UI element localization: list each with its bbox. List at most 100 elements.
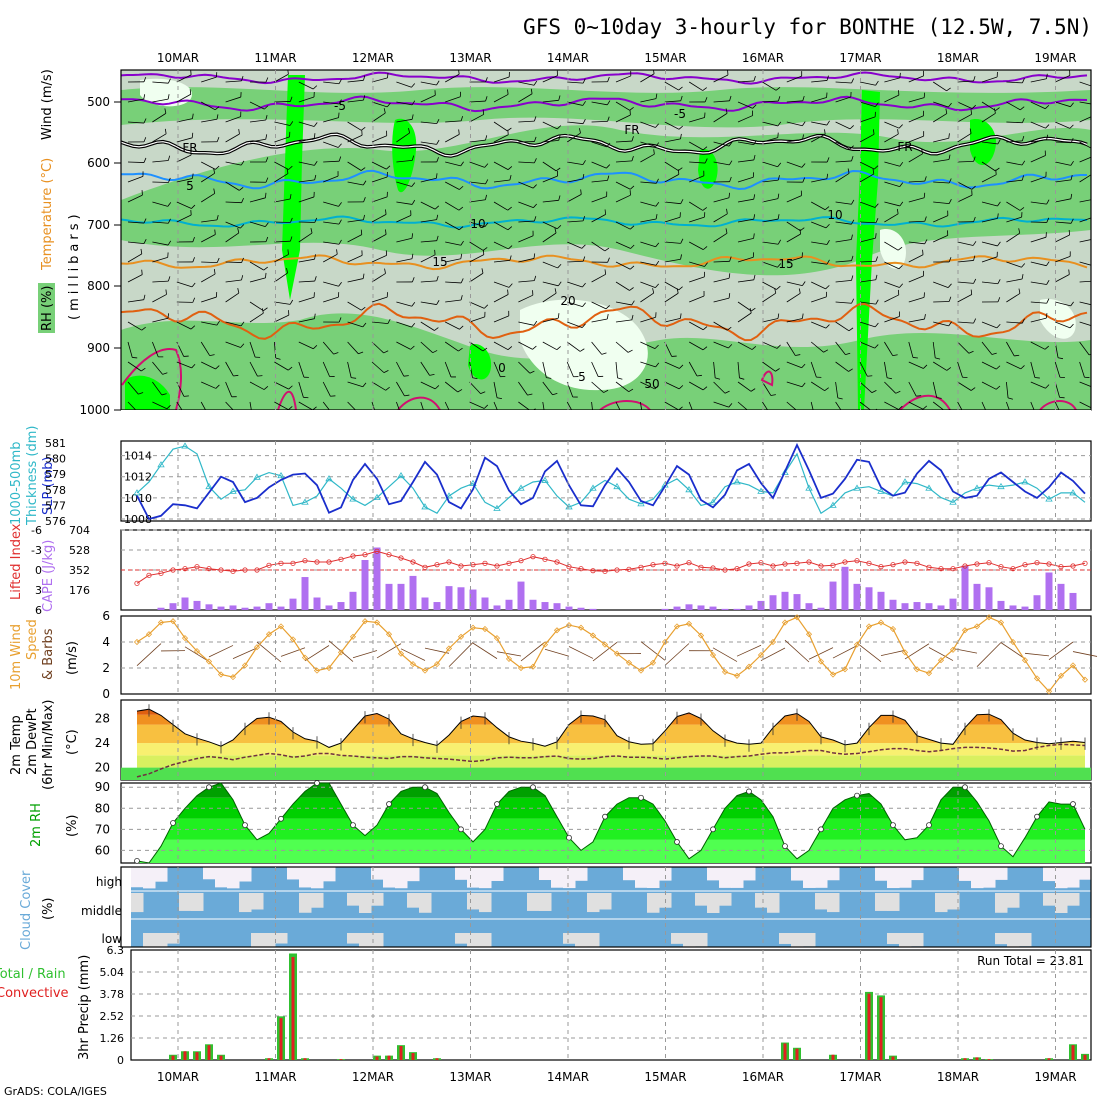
rh-region-high <box>125 375 170 410</box>
wind-barb <box>933 137 949 143</box>
wind-speed-point <box>145 631 153 638</box>
wind-barb-flag <box>532 408 536 410</box>
cape-bar <box>277 606 285 610</box>
wind-tick-label: 6 <box>102 609 110 623</box>
top-date-label: 13MAR <box>449 51 491 65</box>
wind10m-barb <box>880 649 906 657</box>
wind-barb <box>371 196 388 203</box>
wind-barb <box>1055 179 1072 183</box>
wind-speed-point <box>373 619 381 626</box>
wind-barb <box>932 341 936 358</box>
cape-bar <box>205 604 213 610</box>
wind-barb <box>298 280 315 283</box>
wind-barb-flag <box>241 275 244 281</box>
wind-barb <box>689 161 706 164</box>
wind-barb <box>688 361 698 377</box>
wind-barb <box>274 341 277 358</box>
wind-barb-flag <box>996 365 1001 370</box>
wind-barb-flag <box>802 95 805 101</box>
wind-barb <box>713 401 729 408</box>
wind-barb <box>884 241 899 251</box>
wind-barb <box>420 240 437 243</box>
wind-barb <box>249 101 265 110</box>
wind-barb <box>640 261 657 266</box>
wind-barb <box>957 241 974 246</box>
rh-point <box>818 826 824 833</box>
wind-barb-flag <box>459 325 464 330</box>
wind-barb <box>811 321 827 329</box>
wind-barb-flag <box>802 177 806 183</box>
wind-barb-flag <box>973 76 976 82</box>
wind-barb <box>469 100 486 103</box>
wind10m-barb <box>544 648 570 657</box>
cloud-mid-gap <box>251 893 264 910</box>
wind-barb <box>615 160 632 163</box>
wind-barb <box>1079 156 1091 163</box>
lifted-index-point <box>218 567 224 573</box>
wind-barb-flag <box>897 246 903 251</box>
wind-barb-flag <box>556 125 562 130</box>
cloud-mid-gap <box>995 893 1008 913</box>
wind-barb <box>127 253 142 263</box>
wind-barb-flag <box>991 352 997 355</box>
wind-speed-point <box>841 666 849 673</box>
wind10m-barb <box>496 651 522 657</box>
wind-barb-flag <box>606 164 611 169</box>
wind-barb <box>835 361 849 372</box>
pressure-tick-label: 600 <box>87 156 110 170</box>
pressure-unit-label: (millibars) <box>67 210 82 320</box>
wind-barb-flag <box>898 405 903 410</box>
wind-barb-flag <box>1007 397 1013 400</box>
wind-barb <box>371 234 387 243</box>
rh-point <box>386 801 392 807</box>
cloud-mid-gap <box>407 893 420 908</box>
wind-barb <box>323 281 339 287</box>
temp-band <box>137 724 1085 744</box>
cape-bar <box>1069 592 1077 610</box>
wind-barb-flag <box>680 199 684 204</box>
cloud-high-gap <box>899 867 912 888</box>
cape-bar <box>973 583 981 610</box>
rh-point <box>566 834 572 841</box>
thickness-tick-label: 577 <box>45 499 66 512</box>
wind-barb <box>1079 199 1091 203</box>
wind-speed-point <box>397 650 405 657</box>
wind-barb <box>347 341 359 355</box>
wind-barb-flag <box>924 239 928 245</box>
wind-barb-flag <box>703 246 708 250</box>
wind10m-axis-label-b: Speed <box>25 619 40 660</box>
wind-barb <box>762 218 779 223</box>
dewpoint-line <box>136 743 1086 778</box>
lifted-index-point <box>614 567 620 573</box>
wind-barb <box>396 181 412 187</box>
wind-barb-flag <box>1014 354 1020 357</box>
wind10m-barb <box>400 648 426 661</box>
precip-tick-label: 0 <box>117 1054 124 1067</box>
wind-barb-flag <box>167 313 170 319</box>
lifted-index-point <box>314 559 320 565</box>
bottom-date-label: 14MAR <box>547 1070 589 1084</box>
contour-temp-5 <box>121 169 1087 191</box>
thickness-point <box>157 461 165 468</box>
cloud-high-gap <box>299 867 312 888</box>
wind-barb <box>762 401 769 410</box>
cloud-mid-gap <box>311 893 324 908</box>
wind-barb <box>201 118 218 123</box>
contour-label: 10 <box>470 217 485 231</box>
wind-barb <box>323 101 340 105</box>
wind-barb-flag <box>875 256 878 262</box>
wind-barb <box>591 180 608 183</box>
wind-barb <box>274 361 289 371</box>
wind-barb-flag <box>777 313 780 319</box>
wind-barb-flag <box>240 343 245 348</box>
wind-barb <box>1030 101 1046 110</box>
wind-barb <box>981 381 997 390</box>
wind-barb-flag <box>1046 279 1050 285</box>
wind10m-barb <box>280 647 306 657</box>
cape-bar <box>553 603 561 610</box>
wind-barb <box>542 292 557 303</box>
wind-barb <box>152 401 168 410</box>
rh-region-high <box>468 344 492 380</box>
wind-barb <box>786 401 797 410</box>
precip-convective-bar <box>435 1058 439 1060</box>
